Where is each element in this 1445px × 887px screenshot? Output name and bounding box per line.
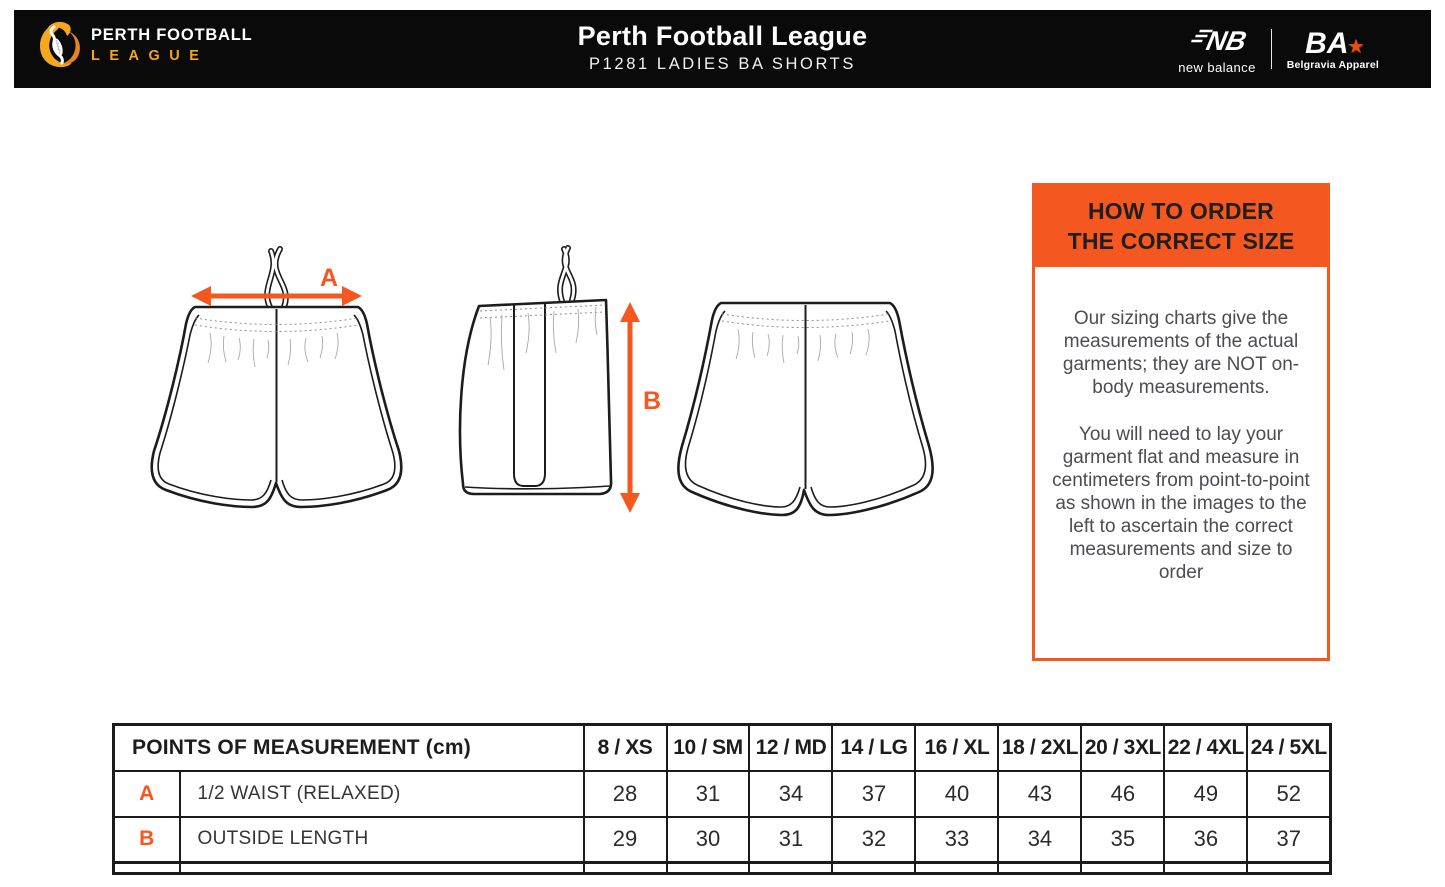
belgravia-wordmark: Belgravia Apparel <box>1286 58 1379 71</box>
outside-length-value-16xl: 33 <box>914 815 1000 864</box>
points-of-measurement-table: POINTS OF MEASUREMENT (cm) 8 / XS 10 / S… <box>112 723 1332 875</box>
half-waist-value-22-4xl: 49 <box>1163 769 1249 818</box>
measure-letter-a: A <box>112 769 181 818</box>
supplier-logos: NB new balance BA ★ Belgravia Apparel <box>1178 10 1379 88</box>
how-to-order-title-line2: THE CORRECT SIZE <box>1067 227 1295 254</box>
waist-gathers <box>735 328 870 364</box>
size-col-header-12md: 12 / MD <box>748 723 834 772</box>
new-balance-logo: NB new balance <box>1178 24 1255 75</box>
shorts-front-view <box>150 246 403 509</box>
outside-length-value-22-4xl: 36 <box>1163 815 1249 864</box>
size-col-header-24-5xl: 24 / 5XL <box>1246 723 1332 772</box>
label-a: A <box>320 264 338 292</box>
outside-length-value-14lg: 32 <box>831 815 917 864</box>
shorts-back-view <box>677 301 934 517</box>
how-to-order-title-line1: HOW TO ORDER <box>1088 198 1274 224</box>
half-waist-value-20-3xl: 46 <box>1080 769 1166 818</box>
sizing-note-paragraph-2: You will need to lay your garment flat a… <box>1052 424 1310 583</box>
points-of-measurement-header: POINTS OF MEASUREMENT (cm) <box>112 723 585 772</box>
pfl-logo: PERTH FOOTBALL LEAGUE <box>38 21 253 69</box>
table-cut-off-row <box>112 861 1332 874</box>
size-col-header-8xs: 8 / XS <box>582 723 668 772</box>
size-col-header-10sm: 10 / SM <box>665 723 751 772</box>
outside-length-value-8xs: 29 <box>582 815 668 864</box>
pfl-swan-icon <box>40 21 80 68</box>
ba-mark: BA ★ <box>1305 26 1364 60</box>
size-col-header-22-4xl: 22 / 4XL <box>1163 723 1249 772</box>
side-piping <box>157 314 396 501</box>
outside-length-value-12md: 31 <box>748 815 834 864</box>
svg-text:NB: NB <box>1204 25 1250 56</box>
nb-mark-icon: NB <box>1191 25 1250 56</box>
size-col-header-18-2xl: 18 / 2XL <box>997 723 1083 772</box>
side-piping <box>684 310 927 508</box>
pfl-wordmark-line2: LEAGUE <box>91 48 209 64</box>
half-waist-value-24-5xl: 52 <box>1246 769 1332 818</box>
panel-seams <box>464 302 611 490</box>
drawstring <box>264 246 289 310</box>
measurement-arrow-b: B <box>620 302 661 513</box>
half-waist-value-14lg: 37 <box>831 769 917 818</box>
outside-length-value-18-2xl: 34 <box>997 815 1083 864</box>
how-to-order-box: HOW TO ORDER THE CORRECT SIZE Our sizing… <box>1032 183 1330 661</box>
table-header-row: POINTS OF MEASUREMENT (cm) 8 / XS 10 / S… <box>112 723 1332 772</box>
half-waist-value-16xl: 40 <box>914 769 1000 818</box>
measure-name-half-waist: 1/2 WAIST (RELAXED) <box>178 769 585 818</box>
ba-star-icon: ★ <box>1348 36 1364 56</box>
size-col-header-14lg: 14 / LG <box>831 723 917 772</box>
waist-gathers <box>487 306 598 371</box>
table-row-half-waist: A 1/2 WAIST (RELAXED) 28 31 34 37 40 43 … <box>112 769 1332 818</box>
header-bar: PERTH FOOTBALL LEAGUE Perth Football Lea… <box>14 10 1431 88</box>
measure-letter-b: B <box>112 815 181 864</box>
half-waist-value-8xs: 28 <box>582 769 668 818</box>
table-row-outside-length: B OUTSIDE LENGTH 29 30 31 32 33 34 35 36… <box>112 815 1332 864</box>
label-b: B <box>643 387 661 415</box>
measurement-arrow-a: A <box>191 264 362 306</box>
half-waist-value-12md: 34 <box>748 769 834 818</box>
how-to-order-body: Our sizing charts give the measurements … <box>1035 267 1327 584</box>
ba-initials: BA <box>1305 26 1349 60</box>
page-subtitle: P1281 LADIES BA SHORTS <box>589 55 856 73</box>
belgravia-apparel-logo: BA ★ Belgravia Apparel <box>1287 28 1379 71</box>
sizing-note-paragraph-1: Our sizing charts give the measurements … <box>1062 308 1300 398</box>
measure-name-outside-length: OUTSIDE LENGTH <box>178 815 585 864</box>
outside-length-value-24-5xl: 37 <box>1246 815 1332 864</box>
new-balance-wordmark: new balance <box>1178 59 1256 75</box>
waist-elastic <box>479 304 606 319</box>
outside-length-value-10sm: 30 <box>665 815 751 864</box>
document-title-block: Perth Football League P1281 LADIES BA SH… <box>14 21 1431 74</box>
size-col-header-20-3xl: 20 / 3XL <box>1080 723 1166 772</box>
size-col-header-16xl: 16 / XL <box>914 723 1000 772</box>
waist-gathers <box>207 332 339 368</box>
pfl-wordmark: PERTH FOOTBALL LEAGUE <box>91 26 253 64</box>
how-to-order-header: HOW TO ORDER THE CORRECT SIZE <box>1035 186 1327 267</box>
outside-length-value-20-3xl: 35 <box>1080 815 1166 864</box>
pfl-wordmark-line1: PERTH FOOTBALL <box>91 26 253 44</box>
half-waist-value-18-2xl: 43 <box>997 769 1083 818</box>
half-waist-value-10sm: 31 <box>665 769 751 818</box>
logo-divider <box>1270 29 1272 69</box>
drawstring <box>557 245 577 304</box>
waist-elastic <box>194 317 359 332</box>
page-title: Perth Football League <box>577 21 868 51</box>
shorts-side-view <box>458 245 613 496</box>
